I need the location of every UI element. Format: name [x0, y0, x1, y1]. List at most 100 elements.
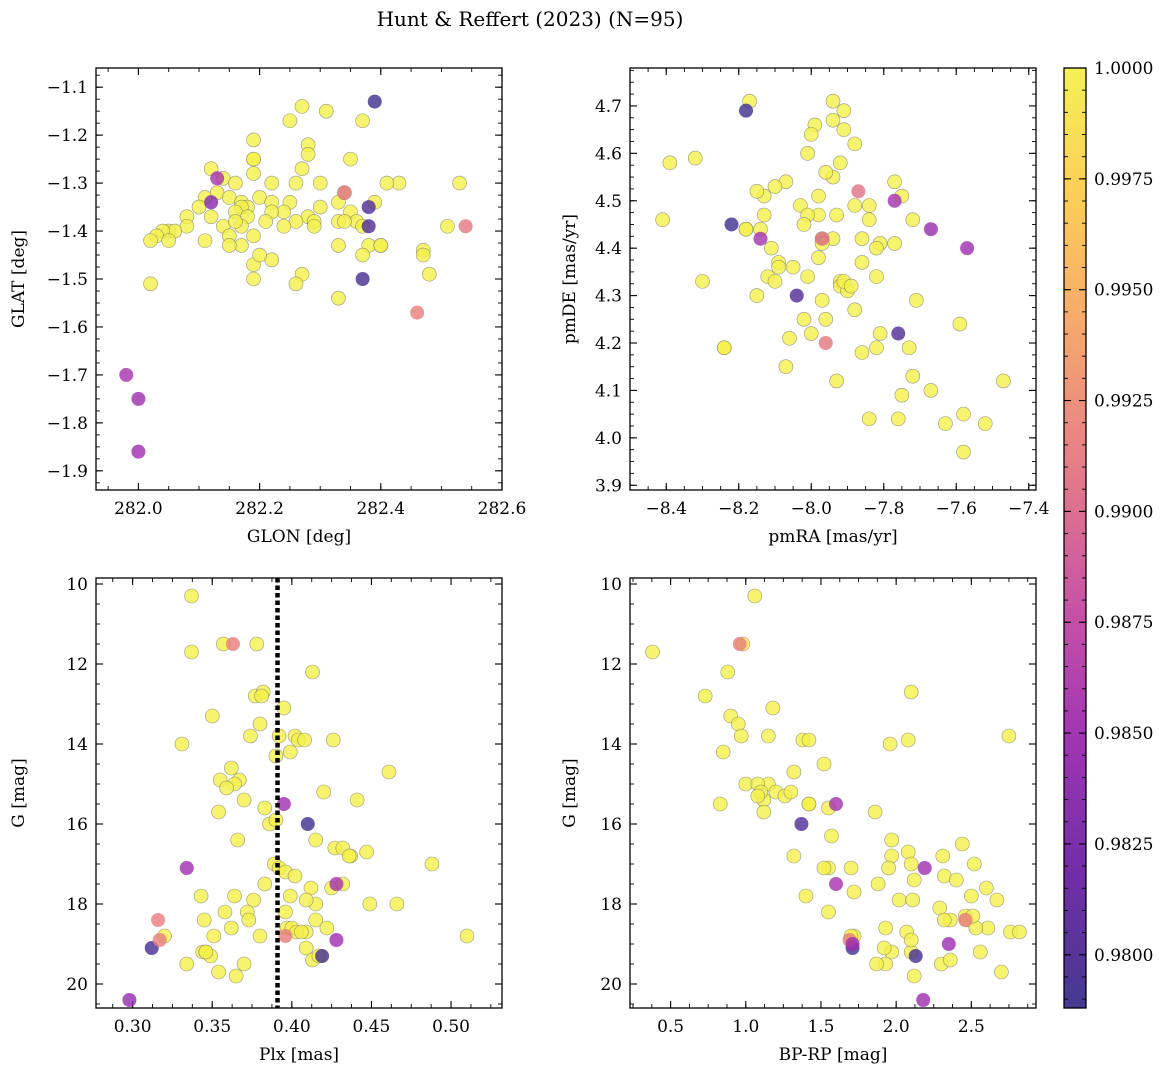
- x-tick-label: 282.4: [356, 499, 405, 519]
- scatter-point: [191, 199, 207, 215]
- scatter-point: [861, 212, 877, 228]
- scatter-point: [816, 756, 832, 772]
- scatter-point: [367, 94, 382, 109]
- scatter-point: [851, 184, 866, 199]
- scatter-point: [306, 218, 322, 234]
- scatter-point: [151, 913, 166, 927]
- scatter-point: [786, 848, 802, 864]
- scatter-point: [847, 302, 863, 318]
- x-tick-label: −8.0: [791, 499, 832, 519]
- scatter-point: [1012, 924, 1027, 940]
- scatter-point: [246, 166, 261, 181]
- y-tick-label: 10: [600, 575, 622, 595]
- scatter-point: [935, 848, 951, 864]
- y-tick-label: 16: [66, 815, 88, 835]
- scatter-point: [341, 848, 357, 864]
- y-tick-label: −1.4: [47, 222, 88, 242]
- y-tick-label: 4.4: [595, 239, 622, 259]
- scatter-point: [938, 416, 953, 431]
- scatter-point: [789, 288, 804, 303]
- scatter-point: [905, 368, 921, 384]
- scatter-point: [979, 880, 994, 896]
- scatter-points: [655, 93, 1011, 460]
- scatter-point: [246, 228, 261, 244]
- x-tick-label: 0.30: [114, 1017, 152, 1037]
- scatter-point: [143, 276, 158, 292]
- scatter-point: [246, 132, 261, 148]
- scatter-point: [655, 212, 670, 228]
- scatter-point: [818, 336, 833, 351]
- scatter-point: [131, 444, 146, 459]
- scatter-point: [867, 804, 883, 820]
- scatter-point: [349, 792, 365, 808]
- scatter-point: [131, 391, 146, 406]
- scatter-point: [923, 222, 938, 237]
- scatter-point: [815, 231, 830, 246]
- y-tick-label: −1.1: [47, 78, 88, 98]
- scatter-point: [695, 274, 710, 289]
- x-tick-label: 0.50: [432, 1017, 470, 1037]
- scatter-point: [258, 214, 273, 229]
- scatter-point: [257, 876, 273, 892]
- scatter-point: [276, 797, 291, 811]
- scatter-point: [204, 195, 219, 210]
- scatter-point: [230, 832, 246, 848]
- scatter-point: [952, 316, 968, 332]
- plot-frame: [629, 577, 1037, 1009]
- scatter-point: [227, 888, 242, 904]
- scatter-point: [228, 214, 243, 229]
- y-tick-label: 12: [600, 655, 622, 675]
- scatter-point: [903, 856, 919, 872]
- scatter-point: [878, 920, 893, 936]
- y-tick-label: 10: [66, 575, 88, 595]
- scatter-point: [811, 250, 826, 265]
- scatter-point: [756, 207, 772, 223]
- scatter-point: [298, 892, 314, 908]
- scatter-point: [211, 964, 226, 980]
- colorbar-tick-label: 0.9825: [1094, 835, 1153, 855]
- scatter-point: [861, 411, 877, 427]
- scatter-point: [905, 212, 921, 228]
- scatter-points: [645, 588, 1027, 1007]
- scatter-point: [236, 956, 252, 972]
- scatter-point: [184, 588, 199, 604]
- y-tick-label: 4.6: [595, 144, 622, 164]
- y-tick-label: 3.9: [595, 476, 622, 496]
- scatter-point: [179, 861, 194, 875]
- scatter-point: [197, 233, 213, 248]
- x-axis-label: Plx [mas]: [259, 1045, 339, 1065]
- scatter-point: [337, 214, 352, 229]
- x-tick-label: −8.4: [646, 499, 687, 519]
- x-tick-label: −7.4: [1008, 499, 1049, 519]
- scatter-point: [843, 278, 859, 294]
- scatter-point: [942, 952, 958, 968]
- colorbar: 0.9800 0.9825 0.9850 0.9875 0.9900 0.9925 0.99…: [1063, 59, 1153, 1009]
- scatter-point: [459, 928, 475, 944]
- scatter-point: [803, 326, 819, 341]
- panel-pmra-pmde: −8.4 −8.2 −8.0 −7.8 −7.6 −7.4 3.9 4.0 4.1 4.2 4.3 4…: [560, 67, 1049, 547]
- scatter-point: [730, 716, 746, 732]
- scatter-point: [319, 920, 335, 936]
- scatter-point: [228, 175, 243, 191]
- scatter-point: [967, 856, 982, 872]
- y-tick-label: −1.8: [47, 414, 88, 434]
- scatter-point: [829, 797, 844, 811]
- scatter-point: [325, 732, 341, 748]
- scatter-point: [884, 832, 899, 848]
- scatter-point: [800, 269, 815, 284]
- scatter-point: [282, 888, 298, 904]
- scatter-point: [458, 219, 473, 234]
- scatter-point: [794, 817, 809, 831]
- scatter-point: [854, 255, 870, 270]
- scatter-point: [241, 912, 257, 928]
- scatter-point: [337, 185, 352, 200]
- scatter-point: [355, 113, 370, 129]
- scatter-point: [257, 800, 273, 816]
- scatter-point: [882, 736, 898, 752]
- scatter-point: [219, 780, 234, 796]
- scatter-point: [276, 218, 292, 234]
- scatter-point: [716, 340, 732, 356]
- scatter-point: [312, 175, 328, 191]
- scatter-point: [122, 993, 137, 1007]
- scatter-point: [415, 247, 431, 263]
